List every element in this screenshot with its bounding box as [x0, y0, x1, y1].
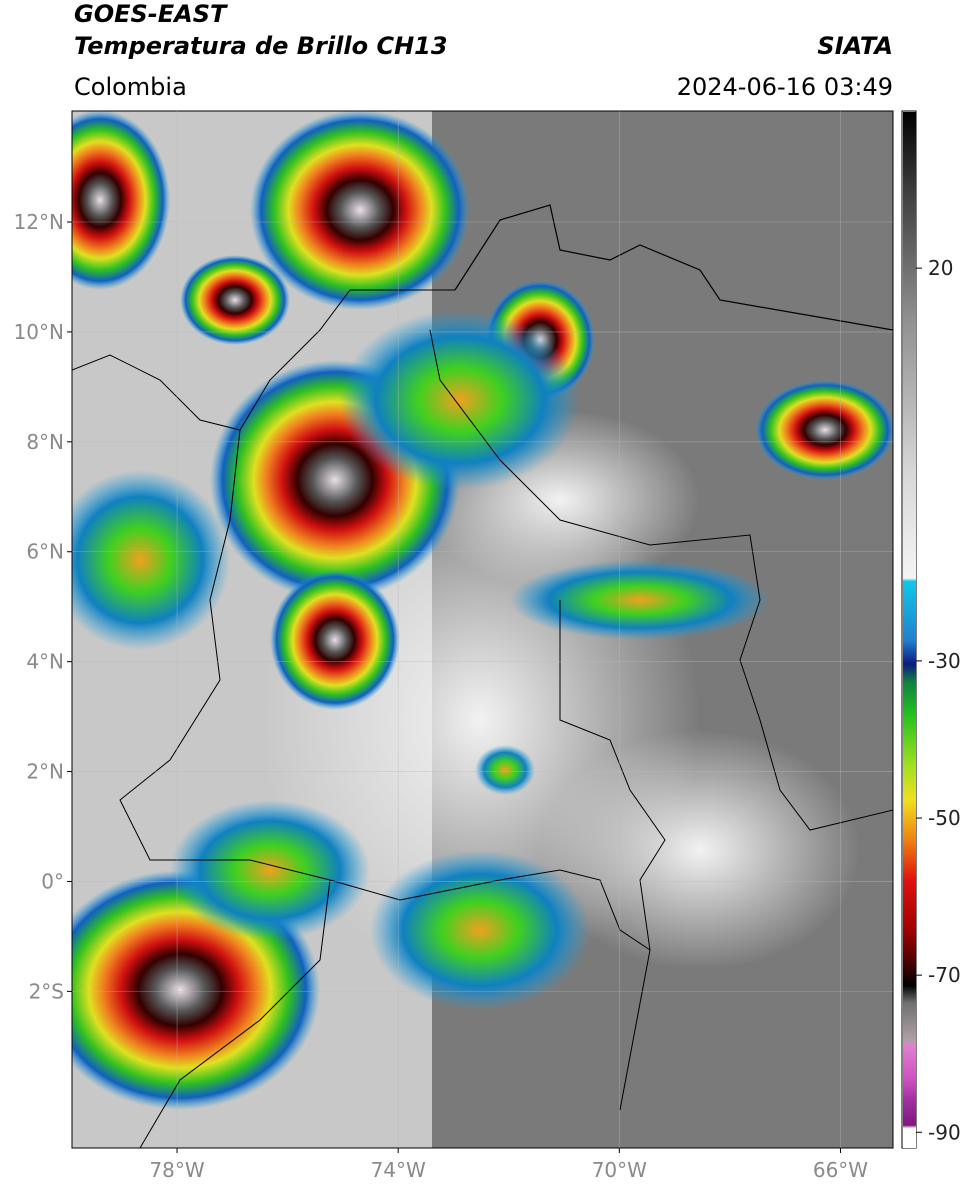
region: Colombia — [74, 73, 187, 101]
colorbar-frame — [901, 110, 917, 1149]
storm — [72, 111, 170, 290]
datetime: 2024-06-16 03:49 — [677, 73, 893, 101]
y-tick-label: 4°N — [26, 650, 64, 674]
y-tick-label: 6°N — [26, 540, 64, 564]
cell — [370, 850, 590, 1010]
cell — [510, 560, 770, 640]
colorbar-tick-label: -90 — [928, 1120, 961, 1144]
satellite-image — [72, 111, 893, 1148]
cell — [340, 310, 580, 490]
colorbar-tick-label: 20 — [928, 256, 953, 280]
border — [429, 329, 893, 831]
y-tick-label: 12°N — [14, 210, 64, 234]
storm — [270, 570, 400, 710]
y-tick-label: 10°N — [14, 320, 64, 344]
storm — [755, 380, 893, 480]
border — [559, 600, 666, 1111]
subtitle: Temperatura de Brillo CH13 — [74, 32, 448, 60]
border — [119, 429, 651, 951]
coastline — [72, 289, 455, 431]
colorbar — [903, 112, 916, 1148]
x-tick-label: 74°W — [371, 1158, 426, 1182]
cell — [475, 745, 535, 795]
y-tick-label: 8°N — [26, 430, 64, 454]
map-frame — [71, 110, 894, 1149]
cell — [170, 800, 370, 940]
coastline — [454, 204, 893, 331]
title: GOES-EAST — [74, 0, 228, 28]
storm — [250, 111, 470, 310]
y-tick-label: 2°N — [26, 760, 64, 784]
border — [139, 879, 331, 1148]
y-tick-label: 0° — [41, 869, 64, 893]
x-tick-label: 66°W — [813, 1158, 868, 1182]
x-tick-label: 78°W — [149, 1158, 204, 1182]
y-tick-label: 2°S — [29, 979, 64, 1003]
x-tick-label: 70°W — [592, 1158, 647, 1182]
colorbar-tick-label: -30 — [928, 649, 961, 673]
source: SIATA — [817, 32, 893, 60]
colorbar-tick-label: -70 — [928, 963, 961, 987]
storm — [180, 255, 290, 345]
colorbar-tick-label: -50 — [928, 806, 961, 830]
cell — [72, 470, 230, 650]
